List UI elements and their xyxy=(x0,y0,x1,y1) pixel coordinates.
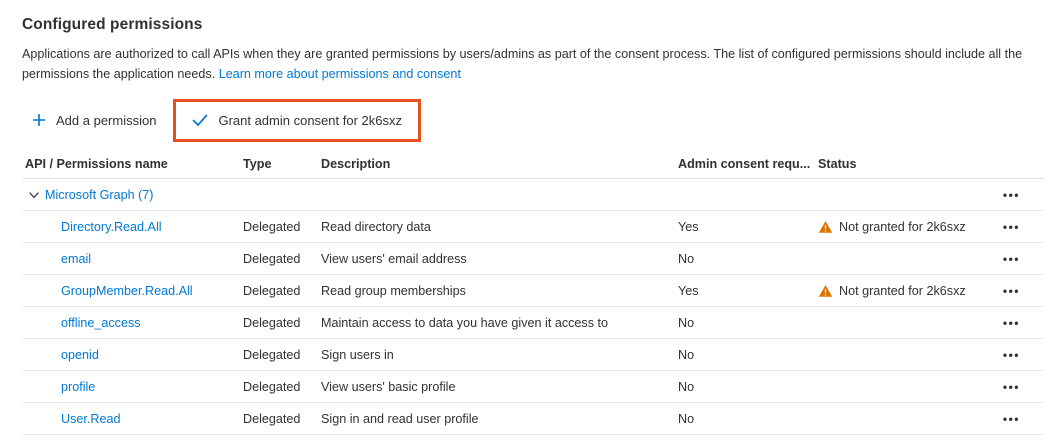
more-options-icon[interactable]: ••• xyxy=(1002,251,1020,266)
admin-consent-required-value: No xyxy=(678,347,695,362)
permissions-table: API / Permissions name Type Description … xyxy=(22,149,1044,436)
admin-consent-required-value: No xyxy=(678,411,695,426)
permission-description: Sign users in xyxy=(321,347,394,362)
admin-consent-required-value: No xyxy=(678,315,695,330)
warning-triangle-icon xyxy=(818,284,833,298)
permission-description: View users' email address xyxy=(321,251,467,266)
table-row: openid Delegated Sign users in No ••• xyxy=(22,339,1044,372)
annotation-highlight-box: Grant admin consent for 2k6sxz xyxy=(173,98,421,142)
more-options-icon[interactable]: ••• xyxy=(1002,315,1020,330)
learn-more-link[interactable]: Learn more about permissions and consent xyxy=(218,66,461,81)
configured-permissions-section: Configured permissions Applications are … xyxy=(22,16,1044,436)
permission-type: Delegated xyxy=(243,411,301,426)
more-options-icon[interactable]: ••• xyxy=(1002,219,1020,234)
header-api-permissions-name: API / Permissions name xyxy=(25,156,168,171)
status-text: Not granted for 2k6sxz xyxy=(839,283,966,298)
permission-type: Delegated xyxy=(243,315,301,330)
permission-type: Delegated xyxy=(243,251,301,266)
permissions-toolbar: Add a permission Grant admin consent for… xyxy=(22,97,1038,143)
api-group-name[interactable]: Microsoft Graph (7) xyxy=(45,187,154,202)
permission-type: Delegated xyxy=(243,347,301,362)
table-row: profile Delegated View users' basic prof… xyxy=(22,371,1044,404)
admin-consent-required-value: Yes xyxy=(678,219,699,234)
status-cell: Not granted for 2k6sxz xyxy=(815,220,982,234)
table-header-row: API / Permissions name Type Description … xyxy=(22,149,1044,180)
more-options-icon[interactable]: ••• xyxy=(1002,187,1020,202)
table-row: offline_access Delegated Maintain access… xyxy=(22,307,1044,340)
grant-admin-consent-label: Grant admin consent for 2k6sxz xyxy=(218,112,402,128)
permission-name-link[interactable]: GroupMember.Read.All xyxy=(61,283,193,298)
description-text: Applications are authorized to call APIs… xyxy=(22,47,1023,81)
permission-description: Sign in and read user profile xyxy=(321,411,479,426)
permission-type: Delegated xyxy=(243,219,301,234)
checkmark-icon xyxy=(192,114,208,127)
more-options-icon[interactable]: ••• xyxy=(1002,283,1020,298)
permission-type: Delegated xyxy=(243,283,301,298)
permission-description: Read directory data xyxy=(321,219,431,234)
permission-name-link[interactable]: email xyxy=(61,251,92,266)
warning-triangle-icon xyxy=(818,220,833,234)
header-description: Description xyxy=(321,156,391,171)
header-type: Type xyxy=(243,156,272,171)
permission-name-link[interactable]: profile xyxy=(61,379,96,394)
header-admin-consent-required: Admin consent requ... xyxy=(678,156,811,171)
permission-name-link[interactable]: Directory.Read.All xyxy=(61,219,162,234)
grant-admin-consent-button[interactable]: Grant admin consent for 2k6sxz xyxy=(182,105,412,136)
more-options-icon[interactable]: ••• xyxy=(1002,347,1020,362)
permission-rows: Directory.Read.All Delegated Read direct… xyxy=(22,211,1044,436)
status-text: Not granted for 2k6sxz xyxy=(839,219,966,234)
header-status: Status xyxy=(818,156,857,171)
admin-consent-required-value: No xyxy=(678,379,695,394)
permission-type: Delegated xyxy=(243,379,301,394)
more-options-icon[interactable]: ••• xyxy=(1002,411,1020,426)
status-cell: Not granted for 2k6sxz xyxy=(815,284,982,298)
page-title: Configured permissions xyxy=(22,16,203,33)
permission-name-link[interactable]: offline_access xyxy=(61,315,141,330)
table-row: Directory.Read.All Delegated Read direct… xyxy=(22,211,1044,244)
table-row: GroupMember.Read.All Delegated Read grou… xyxy=(22,275,1044,308)
permissions-description: Applications are authorized to call APIs… xyxy=(22,45,1034,84)
admin-consent-required-value: No xyxy=(678,251,695,266)
chevron-down-icon xyxy=(28,189,40,201)
permission-description: Maintain access to data you have given i… xyxy=(321,315,609,330)
more-options-icon[interactable]: ••• xyxy=(1002,379,1020,394)
permission-name-link[interactable]: openid xyxy=(61,347,99,362)
permission-description: View users' basic profile xyxy=(321,379,456,394)
admin-consent-required-value: Yes xyxy=(678,283,699,298)
permission-description: Read group memberships xyxy=(321,283,466,298)
add-icon xyxy=(32,113,46,127)
add-permission-button[interactable]: Add a permission xyxy=(22,105,166,136)
table-row: User.Read Delegated Sign in and read use… xyxy=(22,403,1044,436)
api-group-toggle[interactable]: Microsoft Graph (7) xyxy=(22,188,982,202)
api-group-row: Microsoft Graph (7) ••• xyxy=(22,179,1044,212)
table-row: email Delegated View users' email addres… xyxy=(22,243,1044,276)
permission-name-link[interactable]: User.Read xyxy=(61,411,121,426)
add-permission-label: Add a permission xyxy=(56,112,157,128)
